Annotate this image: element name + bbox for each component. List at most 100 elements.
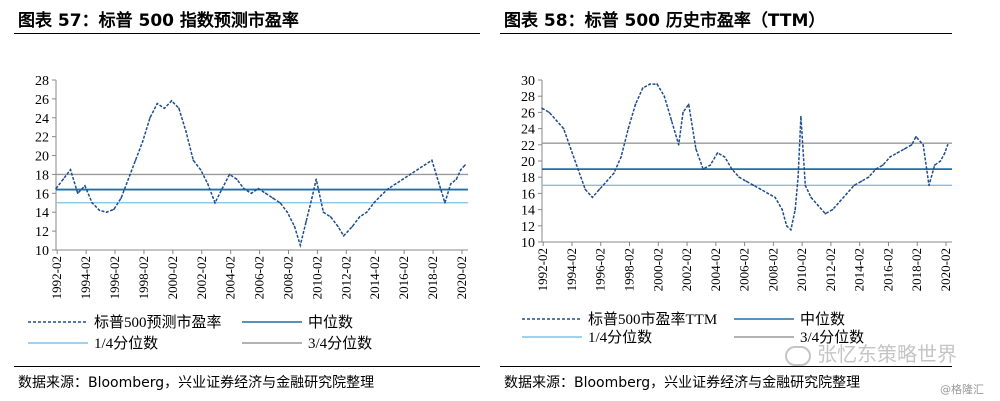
data-point (922, 144, 924, 146)
watermark-secondary: @格隆汇 (940, 383, 984, 396)
data-point (351, 225, 354, 228)
data-point (62, 178, 64, 180)
data-point (687, 103, 690, 106)
data-point (342, 235, 345, 237)
data-point (120, 197, 122, 199)
data-point (656, 83, 658, 85)
data-point (577, 168, 579, 170)
x-tick-label: 2010-02 (794, 248, 809, 291)
y-tick-label: 26 (35, 93, 49, 108)
y-tick-label: 18 (35, 168, 49, 183)
chart-svg: 10 12 14 16 18 20 22 24 26 28 1992-02 1994-02 1996-0… (28, 74, 469, 352)
data-point (767, 192, 769, 195)
data-point (928, 184, 930, 187)
y-tick-label: 26 (521, 106, 535, 121)
data-point (250, 192, 252, 195)
x-tick-label: 2000-02 (650, 248, 665, 291)
data-point (817, 204, 819, 207)
data-point (329, 216, 332, 218)
data-point (882, 164, 884, 166)
chart-title: 图表 57：标普 500 指数预测市盈率 (18, 11, 299, 31)
data-point (759, 188, 762, 191)
legend-label: 中位数 (800, 311, 845, 328)
data-point (846, 192, 848, 195)
data-point (591, 196, 594, 199)
data-point (860, 180, 863, 183)
x-tick-label: 2010-02 (309, 256, 324, 299)
data-point (682, 111, 684, 114)
data-point (98, 209, 101, 212)
data-point (91, 202, 93, 204)
y-tick-label: 14 (35, 206, 49, 221)
data-point (207, 183, 209, 185)
data-point (627, 127, 630, 130)
x-tick-label: 1996-02 (593, 248, 608, 291)
data-point (794, 208, 796, 211)
data-point (464, 164, 466, 166)
data-point (228, 173, 231, 176)
data-point (663, 95, 666, 97)
x-tick-label: 2002-02 (679, 248, 694, 291)
data-point (903, 148, 906, 150)
y-tick-label: 16 (521, 187, 535, 202)
data-point (380, 194, 383, 196)
legend-label: 标普500预测市盈率 (94, 314, 222, 331)
y-tick-label: 22 (521, 139, 535, 154)
x-tick-label: 1998-02 (136, 256, 151, 299)
data-point (745, 180, 748, 183)
watermark-text: 张忆东策略世界 (817, 342, 957, 366)
data-point (785, 225, 788, 227)
wechat-icon (785, 345, 811, 366)
y-tick-label: 20 (521, 155, 535, 170)
data-point (257, 187, 260, 190)
x-tick-label: 2020-02 (454, 256, 469, 299)
y-tick-label: 12 (35, 225, 49, 240)
y-tick-label: 18 (521, 171, 535, 186)
y-tick-label: 10 (35, 244, 49, 259)
data-point (105, 211, 108, 213)
y-tick-label: 24 (521, 123, 535, 138)
x-tick-label: 2012-02 (338, 256, 353, 299)
data-point (409, 173, 412, 176)
series-line (541, 83, 949, 232)
x-tick-label: 2012-02 (823, 248, 838, 291)
source-note: 数据来源：Bloomberg，兴业证券经济与金融研究院整理 (18, 375, 375, 391)
y-tick-label: 28 (35, 74, 49, 89)
data-point (723, 156, 726, 158)
chart-title: 图表 58：标普 500 历史市盈率（TTM） (504, 11, 826, 31)
data-point (933, 164, 936, 166)
data-point (939, 160, 942, 162)
legend-label: 1/4分位数 (94, 335, 158, 352)
data-point (839, 200, 841, 203)
x-tick-label: 1994-02 (78, 256, 93, 299)
data-point (804, 184, 807, 187)
data-point (781, 208, 783, 211)
data-point (438, 183, 440, 185)
data-point (192, 159, 195, 162)
data-point (243, 187, 245, 190)
data-point (163, 107, 166, 110)
data-point (915, 135, 917, 138)
data-point (299, 244, 302, 247)
y-tick-label: 16 (35, 187, 49, 202)
data-point (896, 152, 899, 154)
x-tick-label: 2002-02 (194, 256, 209, 299)
data-point (677, 144, 680, 146)
data-point (910, 144, 913, 146)
data-point (149, 117, 151, 119)
data-point (555, 119, 558, 122)
data-point (460, 168, 462, 171)
data-point (84, 185, 86, 187)
legend-label: 3/4分位数 (308, 335, 372, 352)
data-point (402, 178, 404, 180)
data-point (214, 202, 216, 204)
data-point (455, 178, 458, 180)
source-rule (14, 366, 480, 367)
data-point (394, 183, 397, 185)
data-point (272, 197, 274, 199)
data-point (889, 156, 891, 158)
data-point (867, 176, 870, 178)
data-point (286, 211, 289, 213)
title-rule (14, 33, 480, 34)
